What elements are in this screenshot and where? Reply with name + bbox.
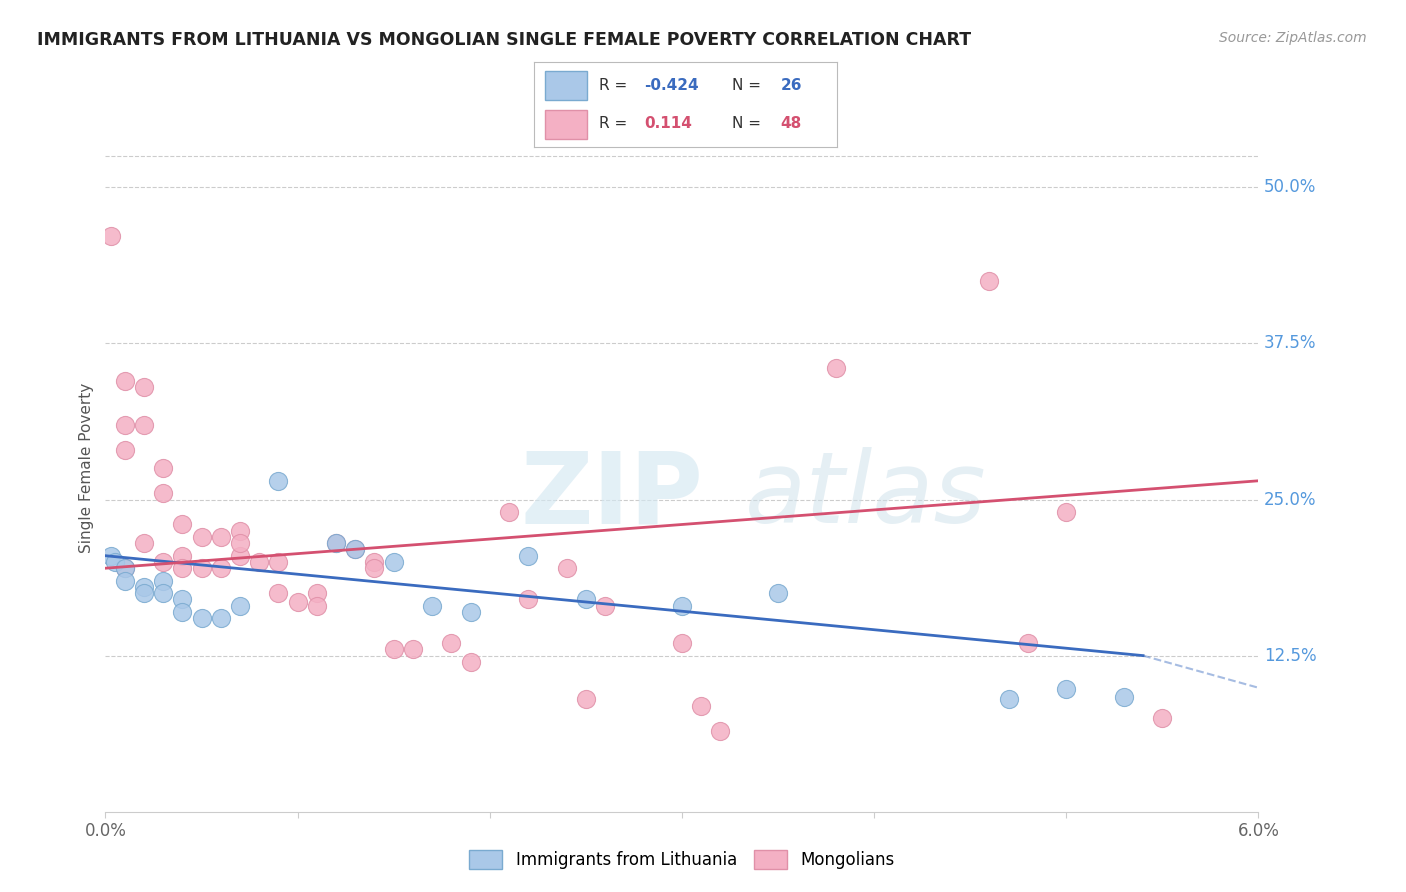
Point: [152, 586, 174, 600]
Point: [555, 561, 578, 575]
Text: 48: 48: [780, 116, 801, 131]
Point: [100, 229, 122, 244]
Point: [420, 599, 443, 613]
Text: 26: 26: [780, 78, 803, 93]
Point: [305, 599, 328, 613]
Point: [344, 542, 367, 557]
Point: [440, 636, 463, 650]
Point: [1112, 690, 1135, 704]
FancyBboxPatch shape: [546, 71, 588, 100]
Text: 50.0%: 50.0%: [1264, 178, 1316, 196]
Point: [382, 555, 405, 569]
Point: [460, 655, 482, 669]
Text: 37.5%: 37.5%: [1264, 334, 1316, 352]
Point: [517, 549, 540, 563]
Point: [229, 524, 252, 538]
Point: [709, 723, 731, 738]
Point: [209, 530, 232, 544]
Point: [247, 555, 270, 569]
Point: [267, 586, 290, 600]
Point: [593, 599, 616, 613]
Point: [267, 555, 290, 569]
Text: N =: N =: [733, 78, 766, 93]
Point: [229, 536, 252, 550]
Point: [344, 542, 367, 557]
Point: [114, 442, 136, 457]
Point: [190, 611, 212, 625]
Point: [104, 555, 127, 569]
Text: R =: R =: [599, 116, 637, 131]
Point: [172, 605, 194, 619]
Point: [152, 574, 174, 588]
Point: [114, 374, 136, 388]
Point: [132, 536, 155, 550]
Text: IMMIGRANTS FROM LITHUANIA VS MONGOLIAN SINGLE FEMALE POVERTY CORRELATION CHART: IMMIGRANTS FROM LITHUANIA VS MONGOLIAN S…: [37, 31, 970, 49]
Point: [132, 586, 155, 600]
Point: [997, 692, 1019, 706]
Point: [267, 474, 290, 488]
Point: [575, 692, 598, 706]
Point: [152, 486, 174, 500]
Point: [325, 536, 347, 550]
Point: [209, 611, 232, 625]
Point: [575, 592, 598, 607]
Point: [114, 417, 136, 432]
Text: R =: R =: [599, 78, 633, 93]
Point: [229, 599, 252, 613]
Point: [152, 461, 174, 475]
Point: [460, 605, 482, 619]
Point: [114, 561, 136, 575]
Point: [1017, 636, 1039, 650]
Y-axis label: Single Female Poverty: Single Female Poverty: [79, 384, 94, 553]
Text: atlas: atlas: [745, 447, 987, 544]
Point: [114, 561, 136, 575]
Point: [190, 530, 212, 544]
Point: [1152, 711, 1174, 725]
Text: N =: N =: [733, 116, 766, 131]
Point: [1054, 505, 1077, 519]
Text: -0.424: -0.424: [644, 78, 699, 93]
Point: [132, 417, 155, 432]
Legend: Immigrants from Lithuania, Mongolians: Immigrants from Lithuania, Mongolians: [463, 843, 901, 876]
FancyBboxPatch shape: [546, 110, 588, 139]
Point: [229, 549, 252, 563]
Point: [209, 561, 232, 575]
Point: [1054, 682, 1077, 697]
Text: 12.5%: 12.5%: [1264, 647, 1316, 665]
Point: [132, 380, 155, 394]
Point: [824, 361, 846, 376]
Point: [100, 549, 122, 563]
Text: Source: ZipAtlas.com: Source: ZipAtlas.com: [1219, 31, 1367, 45]
Point: [766, 586, 789, 600]
Text: 25.0%: 25.0%: [1264, 491, 1316, 508]
Point: [671, 599, 693, 613]
Point: [363, 555, 385, 569]
Point: [671, 636, 693, 650]
Point: [114, 574, 136, 588]
Point: [190, 561, 212, 575]
Point: [172, 549, 194, 563]
Point: [498, 505, 520, 519]
Point: [690, 698, 713, 713]
Point: [363, 561, 385, 575]
Point: [517, 592, 540, 607]
Point: [305, 586, 328, 600]
Point: [172, 592, 194, 607]
Point: [287, 595, 309, 609]
Text: 0.114: 0.114: [644, 116, 693, 131]
Point: [979, 274, 1001, 288]
Point: [172, 561, 194, 575]
Point: [152, 555, 174, 569]
Text: ZIP: ZIP: [520, 447, 703, 544]
Point: [325, 536, 347, 550]
Point: [132, 580, 155, 594]
Point: [402, 642, 425, 657]
Point: [172, 517, 194, 532]
Point: [382, 642, 405, 657]
